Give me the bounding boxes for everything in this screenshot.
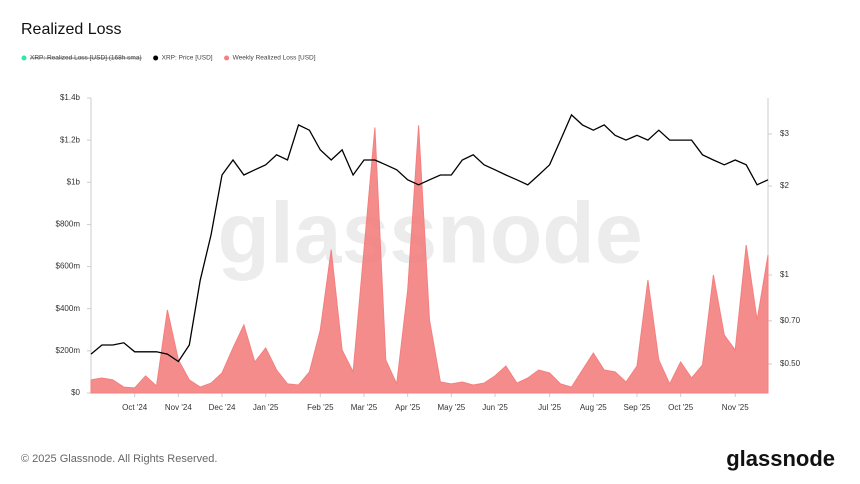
x-tick-label: Aug '25 [580,403,607,412]
x-tick-label: Jul '25 [538,403,561,412]
y2-tick-label: $1 [780,270,789,279]
legend-label: XRP: Realized Loss [USD] (168h sma) [30,55,142,62]
x-tick-label: Feb '25 [307,403,334,412]
y-tick-label: $200m [56,346,81,355]
y-tick-label: $1.4b [60,93,81,102]
y-tick-label: $0 [71,388,80,397]
x-tick-label: Apr '25 [395,403,421,412]
x-tick-label: Mar '25 [351,403,378,412]
footer: © 2025 Glassnode. All Rights Reserved. [21,453,217,465]
x-tick-label: Jan '25 [253,403,279,412]
y-tick-label: $1b [67,177,81,186]
x-tick-label: Sep '25 [624,403,651,412]
y2-tick-label: $0.50 [780,359,801,368]
x-tick-label: Nov '24 [165,403,192,412]
legend-label: Weekly Realized Loss [USD] [233,55,316,62]
legend-marker [21,55,27,61]
legend-marker [224,55,230,61]
x-tick-label: May '25 [437,403,465,412]
y-tick-label: $800m [56,220,81,229]
x-tick-label: Oct '24 [122,403,148,412]
x-tick-label: Nov '25 [722,403,749,412]
chart-title: Realized Loss [21,21,122,38]
watermark: glassnode [217,186,642,282]
y2-tick-label: $0.70 [780,316,801,325]
y-tick-label: $400m [56,304,81,313]
legend-label: XRP: Price [USD] [162,55,213,62]
legend-marker [153,55,159,61]
y-tick-label: $1.2b [60,135,81,144]
price-line [90,113,769,363]
y2-tick-label: $3 [780,129,789,138]
x-tick-label: Dec '24 [209,403,236,412]
loss-area [90,125,769,394]
y2-tick-label: $2 [780,181,789,190]
x-tick-label: Jun '25 [482,403,508,412]
x-tick-label: Oct '25 [668,403,694,412]
y-tick-label: $600m [56,262,81,271]
logo: glassnode [726,446,835,471]
